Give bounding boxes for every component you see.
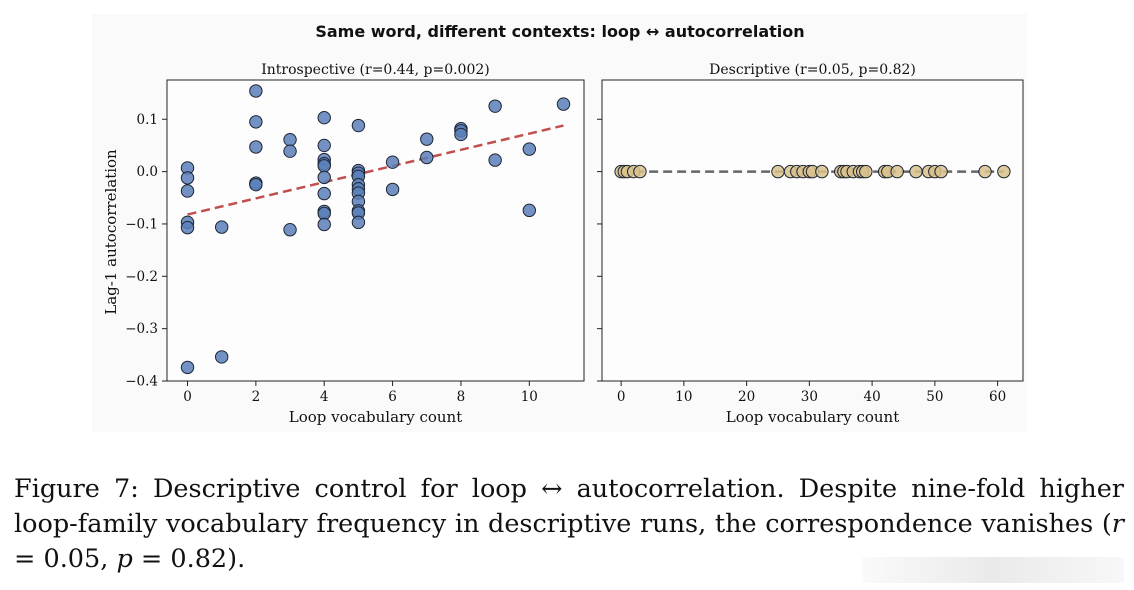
scatter-point [180, 360, 195, 375]
scatter-point [214, 350, 229, 364]
introspective-xlabel: Loop vocabulary count [289, 408, 462, 426]
scatter-point [488, 153, 502, 167]
scatter-point [909, 164, 923, 179]
x-tick-label: 8 [457, 389, 466, 405]
scatter-point [283, 132, 297, 147]
descriptive-plot-area [601, 79, 1024, 382]
scatter-point [283, 223, 297, 237]
caption-r-value: = 0.05, [14, 544, 109, 574]
scatter-point [556, 97, 571, 111]
scatter-point [454, 127, 468, 142]
scatter-point [180, 220, 195, 235]
scatter-point [214, 220, 229, 234]
caption-p-value: = 0.82). [132, 544, 246, 574]
scatter-point [488, 99, 502, 113]
scatter-point [859, 164, 873, 179]
y-tick-label: 0.1 [137, 112, 158, 128]
scatter-point [978, 164, 992, 179]
figure-caption: Figure 7: Descriptive control for loop ↔… [14, 472, 1124, 577]
scatter-point [317, 217, 331, 232]
scatter-point [420, 150, 434, 165]
scatter-point [771, 164, 785, 179]
scatter-point [351, 118, 366, 133]
scatter-point [317, 159, 331, 173]
y-tick-label: −0.2 [125, 269, 158, 285]
scatter-point [385, 182, 400, 197]
x-tick-label: 2 [252, 389, 261, 405]
descriptive-xlabel: Loop vocabulary count [726, 408, 899, 426]
y-tick-label: −0.4 [125, 374, 158, 390]
figure-canvas: Same word, different contexts: loop ↔ au… [102, 22, 1024, 426]
y-tick-label: −0.1 [125, 216, 158, 232]
caption-r-symbol: r [1111, 509, 1124, 539]
figure-suptitle: Same word, different contexts: loop ↔ au… [315, 22, 804, 41]
x-tick-label: 30 [801, 389, 818, 405]
descriptive-panel: Descriptive (r=0.05, p=0.82) Loop vocabu… [597, 62, 1024, 426]
scatter-point [317, 186, 331, 201]
y-tick-label: 0.0 [137, 164, 158, 180]
introspective-title: Introspective (r=0.44, p=0.002) [261, 62, 490, 78]
x-tick-label: 50 [926, 389, 943, 405]
scatter-point [249, 84, 263, 98]
scatter-point [180, 184, 195, 198]
y-tick-label: −0.3 [125, 321, 158, 337]
introspective-panel: Introspective (r=0.44, p=0.002) Lag-1 au… [102, 62, 585, 426]
x-tick-label: 40 [864, 389, 881, 405]
scatter-point [890, 164, 904, 179]
scatter-point [351, 215, 366, 230]
scatter-point [997, 164, 1011, 179]
scatter-point [815, 164, 829, 179]
x-tick-label: 10 [521, 389, 538, 405]
scatter-point [385, 155, 400, 169]
x-tick-label: 4 [320, 389, 329, 405]
scatter-point [317, 138, 331, 153]
descriptive-title: Descriptive (r=0.05, p=0.82) [709, 62, 916, 78]
caption-text: Figure 7: Descriptive control for loop ↔… [14, 474, 1124, 539]
scatter-point [317, 110, 331, 125]
scatter-point [934, 164, 948, 179]
scatter-point [249, 140, 263, 154]
introspective-ylabel: Lag-1 autocorrelation [102, 149, 120, 315]
x-tick-label: 20 [738, 389, 755, 405]
x-tick-label: 0 [617, 389, 626, 405]
scatter-point [317, 170, 331, 185]
caption-p-symbol: p [116, 544, 133, 574]
scatter-point [283, 144, 297, 158]
x-tick-label: 6 [388, 389, 397, 405]
introspective-plot-area [166, 79, 585, 382]
trend-line [187, 124, 564, 216]
scatter-point [180, 171, 195, 185]
scatter-point [633, 164, 647, 179]
x-tick-label: 60 [989, 389, 1006, 405]
scatter-point [249, 115, 263, 129]
x-tick-label: 10 [675, 389, 692, 405]
x-tick-label: 0 [183, 389, 192, 405]
watermark-blur [862, 557, 1124, 583]
scatter-point [522, 142, 537, 156]
scatter-point [420, 132, 434, 146]
scatter-point [249, 177, 263, 192]
scatter-point [522, 203, 537, 218]
